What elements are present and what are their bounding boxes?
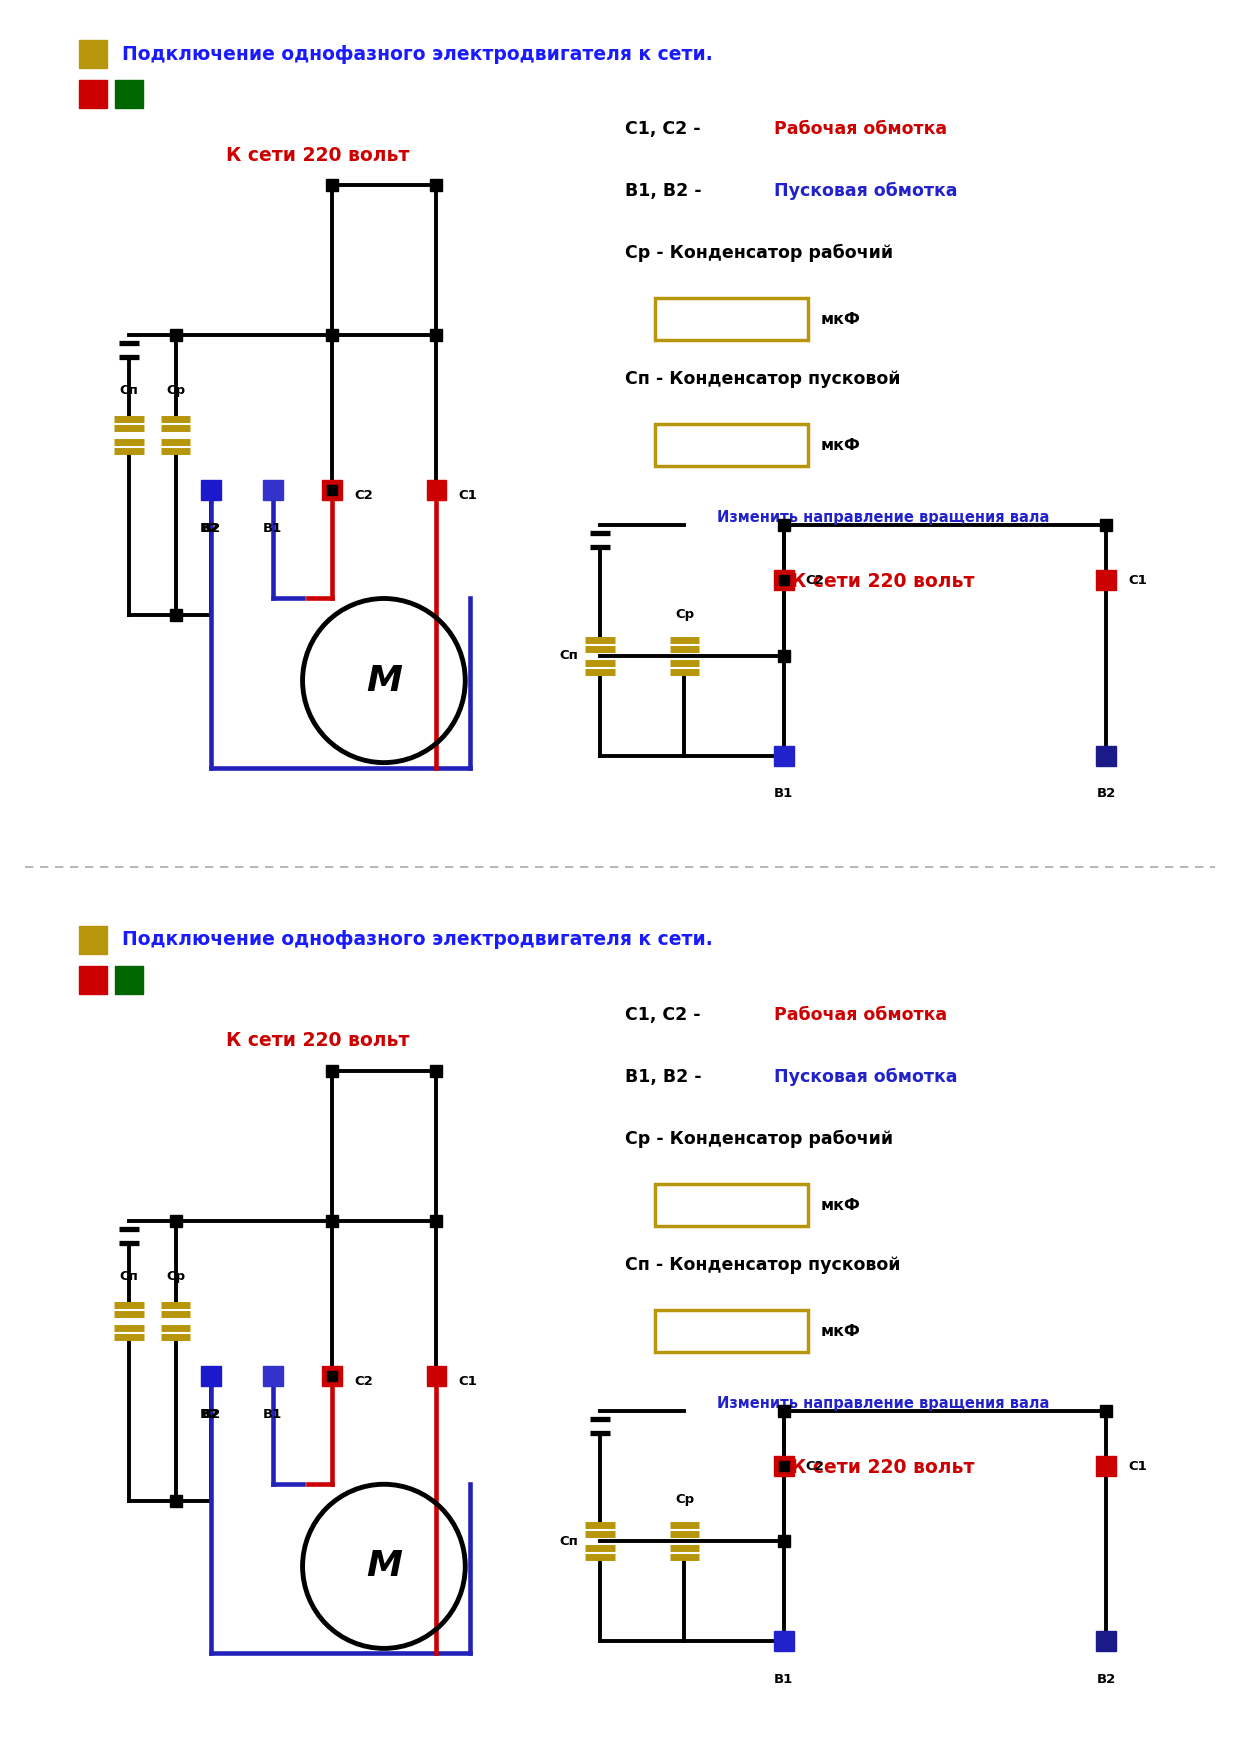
Text: Рабочая обмотка: Рабочая обмотка bbox=[774, 1005, 947, 1024]
Text: В2: В2 bbox=[200, 1408, 219, 1421]
Bar bbox=[779, 1461, 789, 1472]
Bar bbox=[327, 486, 337, 495]
Bar bbox=[327, 1372, 337, 1380]
Bar bbox=[79, 966, 107, 995]
Text: М: М bbox=[366, 663, 402, 698]
Text: В2: В2 bbox=[202, 523, 221, 535]
Text: Сп: Сп bbox=[119, 1270, 139, 1284]
Bar bbox=[427, 1366, 446, 1386]
Text: К сети 220 вольт: К сети 220 вольт bbox=[791, 572, 975, 591]
Bar bbox=[1096, 570, 1116, 591]
Text: В2: В2 bbox=[202, 1408, 221, 1421]
Bar bbox=[79, 926, 107, 954]
Text: Ср: Ср bbox=[675, 607, 694, 621]
Bar bbox=[322, 1366, 342, 1386]
Text: Сп - Конденсатор пусковой: Сп - Конденсатор пусковой bbox=[625, 1256, 900, 1273]
Text: мкФ: мкФ bbox=[821, 438, 861, 453]
Text: В1, В2 -: В1, В2 - bbox=[625, 1068, 708, 1086]
Text: мкФ: мкФ bbox=[821, 1324, 861, 1338]
Text: мкФ: мкФ bbox=[821, 1198, 861, 1212]
Bar bbox=[655, 1310, 808, 1352]
Text: Ср - Конденсатор рабочий: Ср - Конденсатор рабочий bbox=[625, 244, 893, 263]
Text: К сети 220 вольт: К сети 220 вольт bbox=[791, 1458, 975, 1477]
Bar bbox=[655, 424, 808, 467]
Text: Ср - Конденсатор рабочий: Ср - Конденсатор рабочий bbox=[625, 1130, 893, 1149]
Text: В1: В1 bbox=[263, 1408, 283, 1421]
Text: Изменить направление вращения вала: Изменить направление вращения вала bbox=[717, 510, 1049, 526]
Text: К сети 220 вольт: К сети 220 вольт bbox=[226, 1031, 409, 1051]
Text: С1: С1 bbox=[1128, 1459, 1147, 1473]
Text: С1, С2 -: С1, С2 - bbox=[625, 1005, 707, 1024]
Text: С2: С2 bbox=[806, 574, 825, 588]
Bar bbox=[263, 481, 283, 500]
Text: Ср: Ср bbox=[166, 384, 185, 398]
Text: Рабочая обмотка: Рабочая обмотка bbox=[774, 119, 947, 139]
Text: Подключение однофазного электродвигателя к сети.: Подключение однофазного электродвигателя… bbox=[122, 930, 713, 949]
Bar bbox=[115, 81, 143, 109]
Text: Сп: Сп bbox=[559, 1535, 578, 1547]
Bar bbox=[1096, 1456, 1116, 1477]
Bar bbox=[774, 1631, 794, 1652]
Bar bbox=[201, 481, 221, 500]
Text: В1: В1 bbox=[263, 523, 283, 535]
Text: Сп: Сп bbox=[559, 649, 578, 661]
Text: С2: С2 bbox=[355, 489, 373, 502]
Text: Ср: Ср bbox=[166, 1270, 185, 1284]
Text: Ср: Ср bbox=[675, 1493, 694, 1507]
Text: С2: С2 bbox=[806, 1459, 825, 1473]
Bar bbox=[655, 298, 808, 340]
Text: В1: В1 bbox=[774, 1673, 794, 1686]
Bar bbox=[779, 575, 789, 586]
Text: В2: В2 bbox=[200, 523, 219, 535]
Text: Сп - Конденсатор пусковой: Сп - Конденсатор пусковой bbox=[625, 370, 900, 388]
Text: С1, С2 -: С1, С2 - bbox=[625, 119, 707, 139]
Bar bbox=[655, 1184, 808, 1226]
Bar bbox=[79, 40, 107, 68]
Text: Пусковая обмотка: Пусковая обмотка bbox=[774, 182, 957, 200]
Bar bbox=[263, 1366, 283, 1386]
Text: С2: С2 bbox=[355, 1375, 373, 1387]
Bar bbox=[1096, 1631, 1116, 1652]
Text: М: М bbox=[366, 1549, 402, 1584]
Text: В1: В1 bbox=[774, 788, 794, 800]
Text: мкФ: мкФ bbox=[821, 312, 861, 326]
Bar bbox=[115, 966, 143, 995]
Text: К сети 220 вольт: К сети 220 вольт bbox=[226, 146, 409, 165]
Bar bbox=[774, 745, 794, 765]
Bar bbox=[79, 81, 107, 109]
Text: В2: В2 bbox=[1096, 1673, 1116, 1686]
Text: С1: С1 bbox=[459, 1375, 477, 1387]
Text: Пусковая обмотка: Пусковая обмотка bbox=[774, 1068, 957, 1086]
Bar bbox=[427, 481, 446, 500]
Bar bbox=[1096, 745, 1116, 765]
Text: Сп: Сп bbox=[119, 384, 139, 398]
Text: С1: С1 bbox=[459, 489, 477, 502]
Bar bbox=[774, 1456, 794, 1477]
Text: Изменить направление вращения вала: Изменить направление вращения вала bbox=[717, 1396, 1049, 1412]
Text: В1, В2 -: В1, В2 - bbox=[625, 182, 708, 200]
Text: В2: В2 bbox=[1096, 788, 1116, 800]
Bar bbox=[774, 570, 794, 591]
Bar bbox=[201, 1366, 221, 1386]
Bar bbox=[322, 481, 342, 500]
Text: С1: С1 bbox=[1128, 574, 1147, 588]
Text: Подключение однофазного электродвигателя к сети.: Подключение однофазного электродвигателя… bbox=[122, 44, 713, 63]
